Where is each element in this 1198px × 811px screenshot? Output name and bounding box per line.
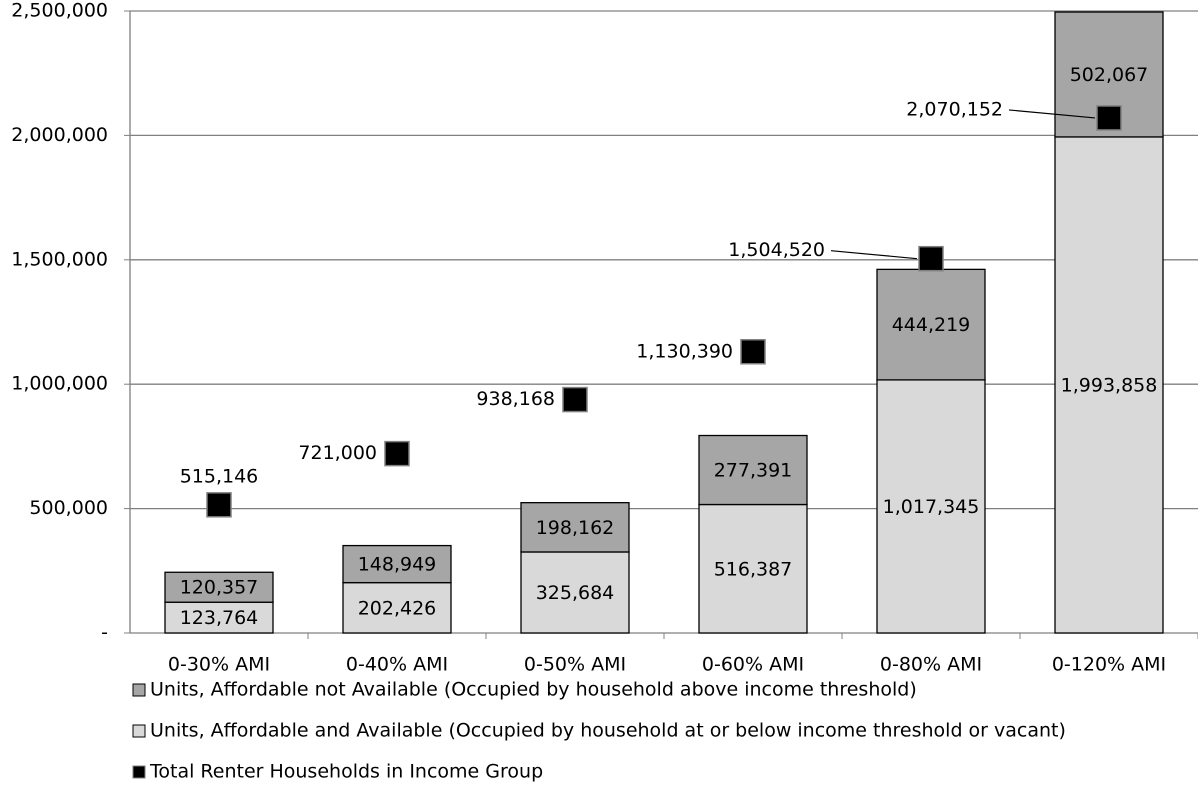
marker-label: 938,168: [476, 388, 555, 410]
y-tick-label: 500,000: [29, 497, 108, 519]
data-label: 123,764: [180, 607, 259, 629]
total-marker: [384, 440, 410, 467]
data-label: 1,017,345: [883, 496, 980, 518]
total-marker: [1096, 105, 1122, 131]
bar-segment: [876, 268, 986, 381]
marker-label: 515,146: [180, 465, 259, 487]
x-tick-label: 0-40% AMI: [346, 654, 448, 676]
data-label: 198,162: [536, 517, 615, 539]
bar-segment: [520, 502, 630, 553]
marker-label: 1,504,520: [728, 239, 825, 261]
y-tick-label: 2,000,000: [11, 124, 108, 146]
data-label: 444,219: [892, 314, 971, 336]
data-label: 202,426: [358, 597, 437, 619]
data-label: 325,684: [536, 582, 615, 604]
data-label: 502,067: [1070, 64, 1149, 86]
x-tick-label: 0-120% AMI: [1052, 654, 1166, 676]
x-tick-label: 0-30% AMI: [168, 654, 270, 676]
bar-segment: [876, 379, 986, 634]
bar-segment: [698, 503, 808, 634]
bar-segment: [698, 434, 808, 506]
marker-label: 1,130,390: [636, 340, 733, 362]
y-tick-label: -: [101, 622, 108, 644]
y-tick-label: 1,000,000: [11, 373, 108, 395]
data-label: 148,949: [358, 554, 437, 576]
leader-line: [1008, 109, 1096, 119]
total-marker: [206, 492, 232, 518]
data-label: 277,391: [714, 460, 793, 482]
total-marker: [562, 386, 588, 413]
total-marker: [740, 339, 766, 365]
legend-swatch: [132, 683, 146, 697]
data-label: 1,993,858: [1061, 374, 1158, 396]
marker-label: 2,070,152: [906, 98, 1003, 120]
x-tick-label: 0-50% AMI: [524, 654, 626, 676]
legend-label: Total Renter Households in Income Group: [149, 761, 543, 783]
x-tick-label: 0-80% AMI: [880, 654, 982, 676]
x-tick-label: 0-60% AMI: [702, 654, 804, 676]
legend-label: Units, Affordable not Available (Occupie…: [150, 679, 917, 701]
legend-swatch: [132, 724, 146, 738]
data-label: 516,387: [714, 558, 793, 580]
legend-label: Units, Affordable and Available (Occupie…: [150, 720, 1066, 742]
bar-segment: [164, 571, 274, 603]
y-tick-label: 2,500,000: [11, 0, 108, 22]
leader-line: [830, 250, 918, 260]
data-label: 120,357: [180, 577, 259, 599]
marker-label: 721,000: [298, 442, 377, 464]
legend-swatch: [132, 765, 146, 779]
y-tick-label: 1,500,000: [11, 248, 108, 270]
bar-segment: [342, 544, 452, 584]
bar-segment: [1054, 136, 1164, 634]
total-marker: [918, 245, 944, 272]
